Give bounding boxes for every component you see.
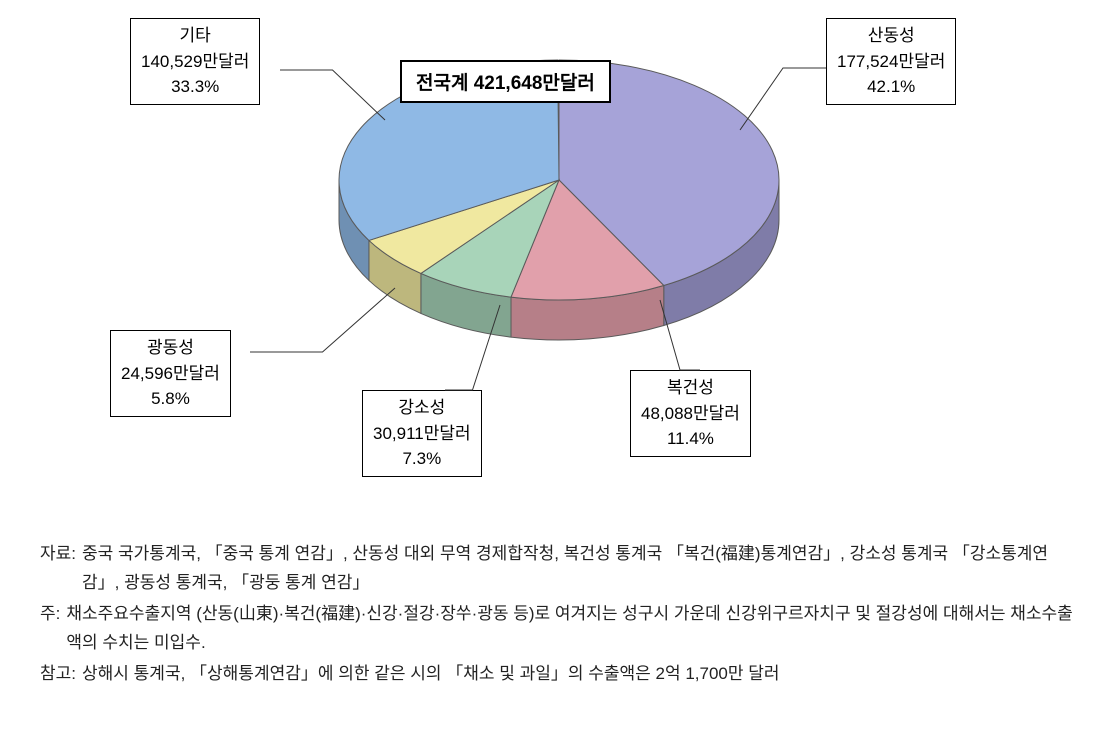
slice-value: 30,911만달러 <box>373 421 471 447</box>
note-label: 자료: <box>40 540 76 598</box>
note-text: 상해시 통계국, 「상해통계연감」에 의한 같은 시의 「채소 및 과일」의 수… <box>76 660 780 689</box>
slice-pct: 33.3% <box>141 74 249 100</box>
note-label: 주: <box>40 600 60 658</box>
slice-value: 140,529만달러 <box>141 49 249 75</box>
slice-label: 광동성24,596만달러5.8% <box>110 330 231 417</box>
slice-value: 177,524만달러 <box>837 49 945 75</box>
slice-label: 복건성48,088만달러11.4% <box>630 370 751 457</box>
note-ref: 참고: 상해시 통계국, 「상해통계연감」에 의한 같은 시의 「채소 및 과일… <box>40 660 1078 689</box>
note-text: 중국 국가통계국, 「중국 통계 연감」, 산동성 대외 무역 경제합작청, 복… <box>76 540 1078 598</box>
center-total-box: 전국계 421,648만달러 <box>400 60 611 103</box>
slice-pct: 42.1% <box>837 74 945 100</box>
slice-name: 기타 <box>141 23 249 49</box>
slice-label: 강소성30,911만달러7.3% <box>362 390 482 477</box>
slice-name: 산동성 <box>837 23 945 49</box>
slice-name: 강소성 <box>373 395 471 421</box>
slice-pct: 7.3% <box>373 446 471 472</box>
footnotes: 자료: 중국 국가통계국, 「중국 통계 연감」, 산동성 대외 무역 경제합작… <box>40 540 1078 690</box>
slice-name: 복건성 <box>641 375 740 401</box>
note-label: 참고: <box>40 660 76 689</box>
slice-pct: 5.8% <box>121 386 220 412</box>
note-source: 자료: 중국 국가통계국, 「중국 통계 연감」, 산동성 대외 무역 경제합작… <box>40 540 1078 598</box>
pie-chart: 전국계 421,648만달러 산동성177,524만달러42.1% 복건성48,0… <box>0 0 1118 500</box>
slice-pct: 11.4% <box>641 426 740 452</box>
note-note: 주: 채소주요수출지역 (산동(山東)·복건(福建)·신강·절강·장쑤·광동 등… <box>40 600 1078 658</box>
slice-name: 광동성 <box>121 335 220 361</box>
slice-value: 24,596만달러 <box>121 361 220 387</box>
slice-label: 산동성177,524만달러42.1% <box>826 18 956 105</box>
slice-label: 기타140,529만달러33.3% <box>130 18 260 105</box>
slice-value: 48,088만달러 <box>641 401 740 427</box>
note-text: 채소주요수출지역 (산동(山東)·복건(福建)·신강·절강·장쑤·광동 등)로 … <box>60 600 1078 658</box>
